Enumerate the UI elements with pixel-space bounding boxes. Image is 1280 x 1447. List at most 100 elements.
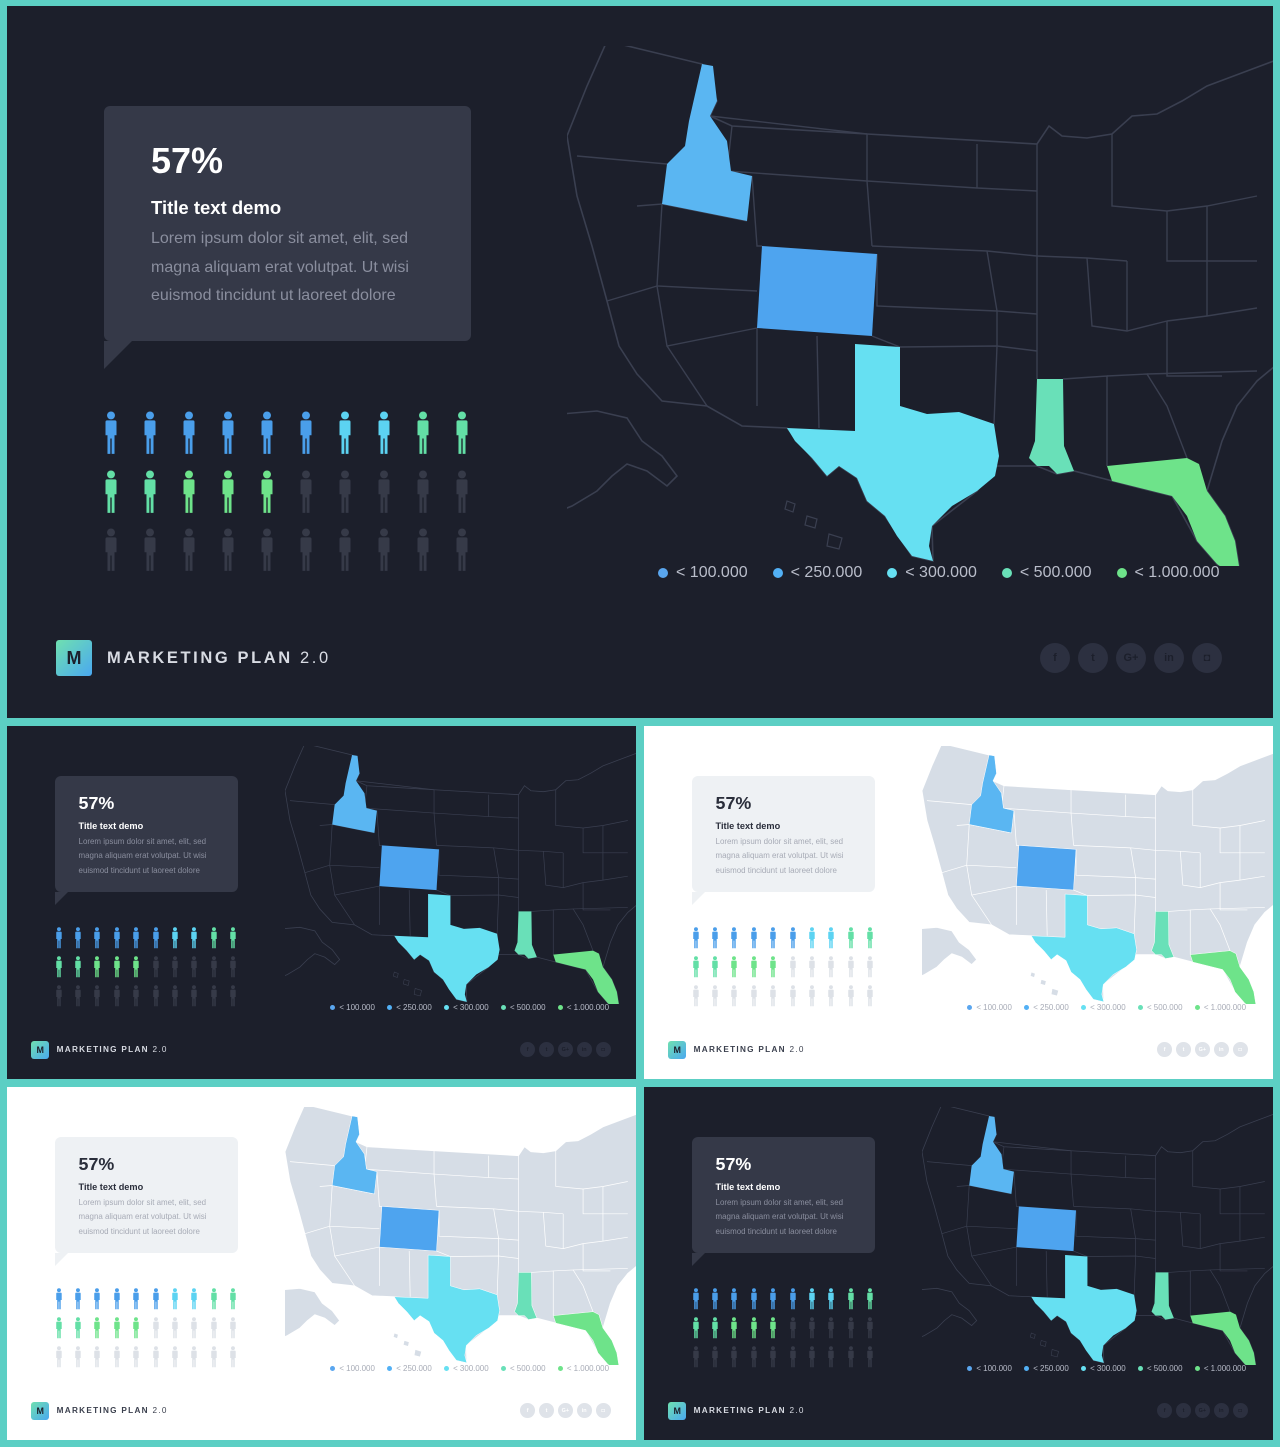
google-plus-icon[interactable]: G+ bbox=[1194, 1042, 1210, 1058]
state-colorado[interactable] bbox=[379, 1205, 440, 1252]
state-mississippi[interactable] bbox=[514, 911, 538, 959]
slide-main: 57% Title text demo Lorem ipsum dolor sit … bbox=[7, 6, 1273, 718]
state-mississippi[interactable] bbox=[1151, 1272, 1175, 1320]
slide-thumb-1[interactable]: 57% Title text demo Lorem ipsum dolor sit … bbox=[7, 726, 636, 1079]
state-florida[interactable] bbox=[1107, 458, 1239, 566]
state-texas[interactable] bbox=[394, 1254, 501, 1364]
state-border bbox=[334, 894, 356, 925]
state-florida[interactable] bbox=[553, 950, 620, 1005]
linkedin-icon[interactable]: in bbox=[576, 1403, 592, 1419]
state-mississippi[interactable] bbox=[1151, 911, 1175, 959]
state-border bbox=[319, 823, 380, 868]
state-texas[interactable] bbox=[1031, 893, 1138, 1003]
state-texas[interactable] bbox=[394, 893, 500, 1002]
state-mississippi[interactable] bbox=[514, 1272, 538, 1320]
person-icon bbox=[454, 411, 470, 460]
slide-thumb-3[interactable]: 57% Title text demo Lorem ipsum dolor sit … bbox=[7, 1087, 636, 1440]
state-border bbox=[1111, 134, 1168, 212]
state-border bbox=[876, 254, 998, 312]
state-border bbox=[1071, 812, 1156, 819]
twitter-icon[interactable]: t bbox=[1078, 643, 1108, 673]
legend-item: < 250.000 bbox=[387, 1364, 432, 1373]
legend-label: < 1.000.000 bbox=[566, 1003, 609, 1013]
percent-value: 57% bbox=[715, 1153, 752, 1174]
state-border bbox=[1190, 908, 1231, 951]
linkedin-icon[interactable]: in bbox=[1213, 1403, 1229, 1419]
state-idaho[interactable] bbox=[662, 64, 752, 221]
state-colorado[interactable] bbox=[1016, 844, 1077, 891]
state-mississippi[interactable] bbox=[1029, 379, 1074, 474]
google-plus-icon[interactable]: G+ bbox=[1116, 643, 1146, 673]
card-body-line: Lorem ipsum dolor sit amet, elit, sed bbox=[715, 837, 844, 847]
instagram-icon[interactable]: ◘ bbox=[1232, 1042, 1248, 1058]
state-florida[interactable] bbox=[1190, 950, 1257, 1005]
facebook-icon[interactable]: f bbox=[1040, 643, 1070, 673]
state-border bbox=[606, 285, 658, 302]
state-florida[interactable] bbox=[1190, 1311, 1257, 1366]
state-idaho[interactable] bbox=[332, 754, 378, 833]
state-border bbox=[553, 908, 594, 951]
google-plus-icon[interactable]: G+ bbox=[1194, 1403, 1210, 1419]
instagram-icon[interactable]: ◘ bbox=[1232, 1403, 1248, 1419]
state-border bbox=[1210, 906, 1265, 910]
facebook-icon[interactable]: f bbox=[1157, 1042, 1173, 1058]
person-icon bbox=[171, 1346, 179, 1373]
linkedin-icon[interactable]: in bbox=[1213, 1042, 1229, 1058]
card-body-line: magna aliquam erat volutpat. Ut wisi bbox=[715, 1212, 844, 1222]
state-colorado[interactable] bbox=[379, 845, 440, 890]
legend-label: < 100.000 bbox=[339, 1364, 375, 1374]
person-icon bbox=[210, 927, 218, 954]
linkedin-icon[interactable]: in bbox=[1154, 643, 1184, 673]
state-idaho[interactable] bbox=[969, 1115, 1015, 1194]
map-legend: < 100.000 < 250.000 < 300.000 < 500.000 < 1.… bbox=[330, 1364, 609, 1373]
person-icon bbox=[750, 956, 758, 983]
slide-thumb-4[interactable]: 57% Title text demo Lorem ipsum dolor sit … bbox=[644, 1087, 1273, 1440]
twitter-icon[interactable]: t bbox=[1176, 1042, 1191, 1058]
state-texas[interactable] bbox=[1031, 1254, 1137, 1363]
state-border bbox=[518, 1210, 564, 1215]
state-border bbox=[927, 800, 972, 805]
person-icon bbox=[730, 927, 738, 954]
facebook-icon[interactable]: f bbox=[520, 1403, 536, 1419]
person-icon bbox=[692, 985, 700, 1012]
twitter-icon[interactable]: t bbox=[539, 1403, 554, 1419]
google-plus-icon[interactable]: G+ bbox=[557, 1042, 573, 1058]
google-plus-icon[interactable]: G+ bbox=[557, 1403, 573, 1419]
facebook-icon[interactable]: f bbox=[1157, 1403, 1173, 1419]
person-icon bbox=[190, 956, 198, 983]
state-colorado[interactable] bbox=[1016, 1206, 1077, 1251]
state-florida[interactable] bbox=[553, 1311, 620, 1366]
people-grid bbox=[103, 411, 483, 581]
card-title: Title text demo bbox=[715, 1181, 781, 1192]
card-body-line: Lorem ipsum dolor sit amet, elit, sed bbox=[151, 230, 408, 247]
person-icon bbox=[866, 1317, 874, 1344]
facebook-icon[interactable]: f bbox=[520, 1042, 536, 1058]
slide-thumb-2[interactable]: 57% Title text demo Lorem ipsum dolor sit … bbox=[644, 726, 1273, 1079]
legend-dot bbox=[501, 1366, 506, 1372]
person-icon bbox=[190, 927, 198, 954]
state-border bbox=[376, 1171, 383, 1207]
state-colorado[interactable] bbox=[757, 246, 877, 336]
card-tail bbox=[104, 341, 132, 369]
twitter-icon[interactable]: t bbox=[1176, 1403, 1191, 1419]
linkedin-icon[interactable]: in bbox=[576, 1042, 592, 1058]
person-icon bbox=[750, 985, 758, 1012]
person-icon bbox=[210, 1317, 218, 1344]
person-icon bbox=[171, 927, 179, 954]
instagram-icon[interactable]: ◘ bbox=[595, 1403, 611, 1419]
person-icon bbox=[259, 528, 275, 577]
person-icon bbox=[789, 1317, 797, 1344]
state-texas[interactable] bbox=[787, 344, 999, 561]
state-idaho[interactable] bbox=[969, 754, 1015, 834]
instagram-icon[interactable]: ◘ bbox=[595, 1042, 611, 1058]
person-icon bbox=[337, 469, 353, 519]
state-border bbox=[1106, 373, 1188, 459]
person-icon bbox=[171, 985, 179, 1012]
twitter-icon[interactable]: t bbox=[539, 1042, 554, 1058]
state-idaho[interactable] bbox=[332, 1115, 378, 1195]
instagram-icon[interactable]: ◘ bbox=[1192, 643, 1222, 673]
person-icon bbox=[750, 1288, 758, 1315]
hawaii bbox=[784, 500, 843, 550]
legend-item: < 500.000 bbox=[1001, 564, 1092, 582]
person-icon bbox=[866, 1288, 874, 1315]
